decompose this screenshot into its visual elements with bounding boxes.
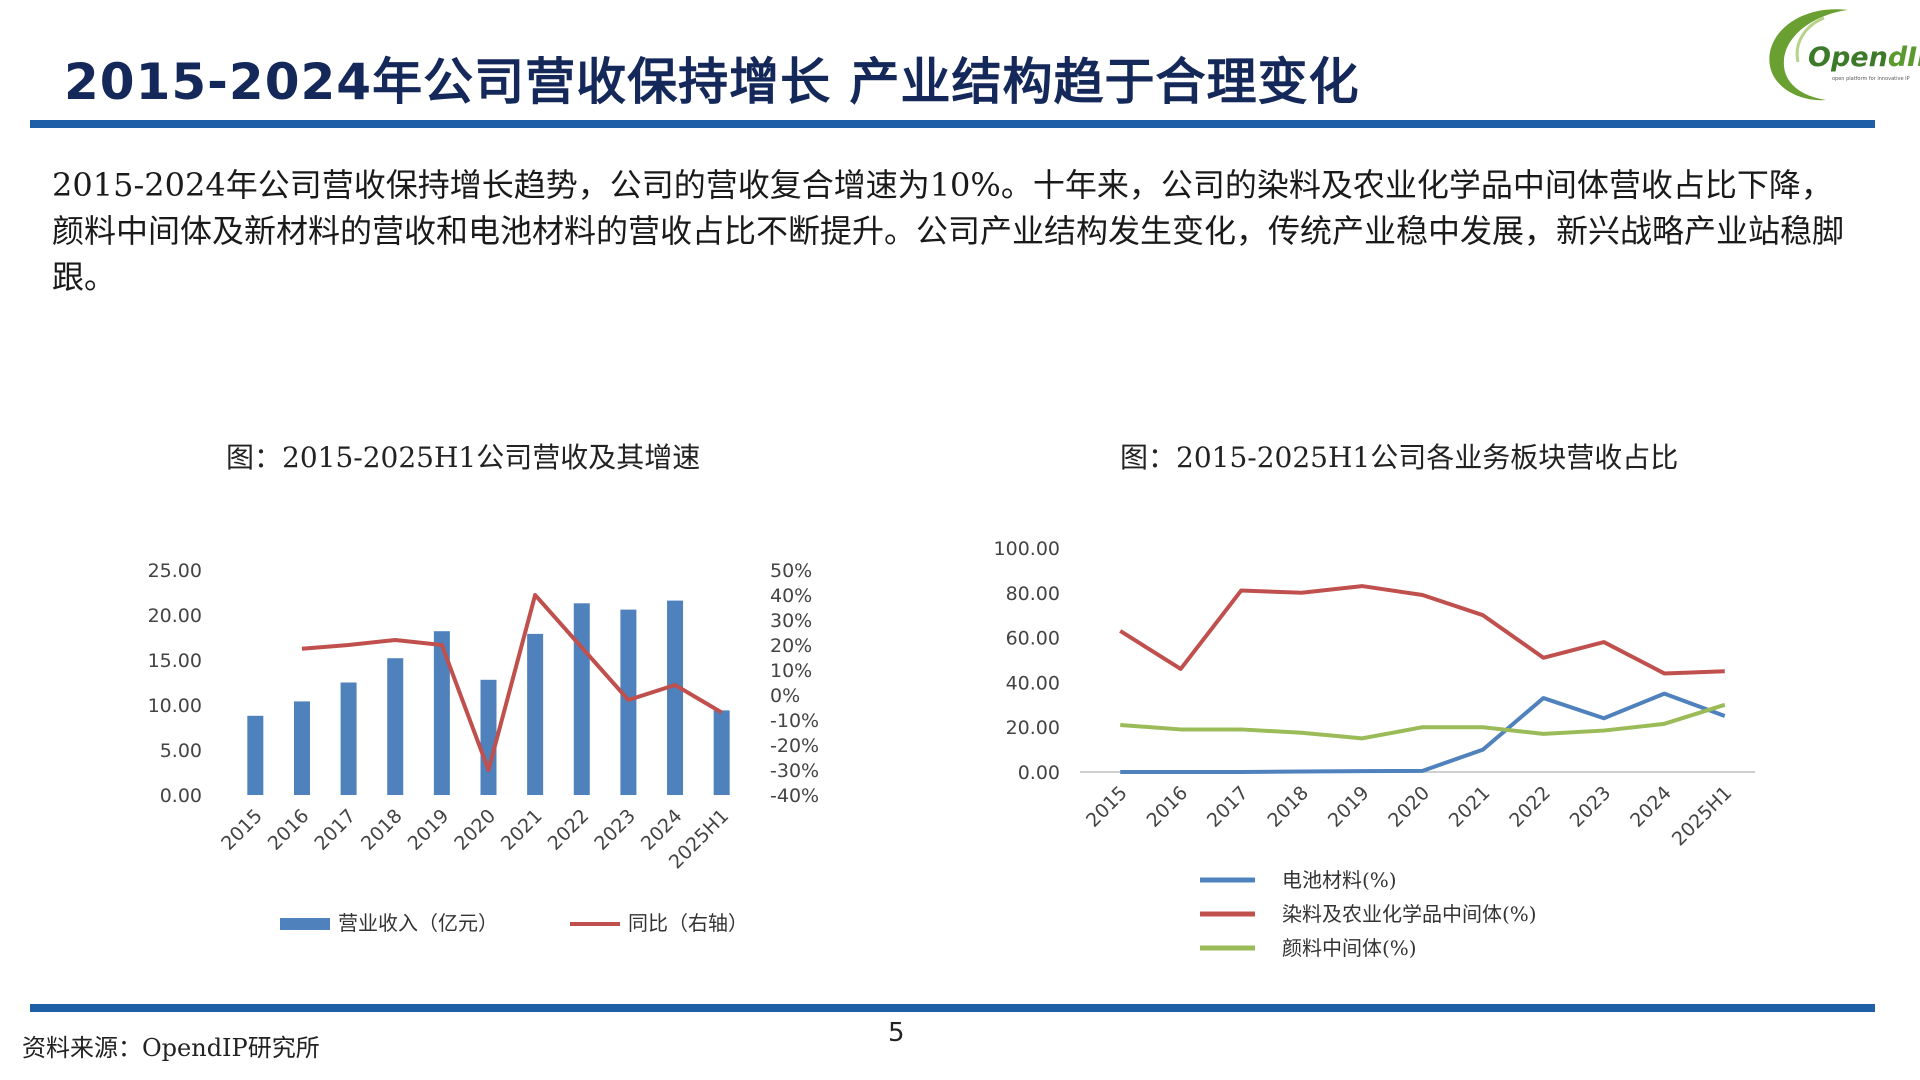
left-axis-tick-label: 10.00 (148, 695, 202, 717)
left-axis-tick-label: 15.00 (148, 650, 202, 672)
left-axis-tick-label: 25.00 (148, 560, 202, 582)
x-axis-tick-label: 2016 (1142, 782, 1192, 832)
x-axis-tick-label: 2017 (1203, 782, 1253, 832)
right-axis-tick-label: -10% (770, 710, 819, 732)
page-title: 2015-2024年公司营收保持增长 产业结构趋于合理变化 (64, 53, 1360, 111)
legend-label-0: 电池材料(%) (1282, 868, 1397, 892)
x-axis-tick-label: 2018 (357, 805, 407, 855)
x-axis-tick-label: 2019 (404, 805, 454, 855)
y-axis-tick-label: 80.00 (1006, 583, 1060, 605)
x-axis-tick-label: 2021 (497, 805, 547, 855)
right-axis-tick-label: 50% (770, 560, 812, 582)
legend-label-2: 颜料中间体(%) (1282, 936, 1417, 960)
right-axis-tick-label: -20% (770, 735, 819, 757)
revenue-bar (340, 682, 357, 795)
right-axis-tick-label: -30% (770, 760, 819, 782)
brand-logo: OpendIP open platform for innovative IP (1760, 4, 1920, 104)
header-rule (30, 120, 1875, 128)
revenue-bar (433, 631, 450, 795)
revenue-bar (293, 701, 310, 795)
revenue-chart: 0.00 5.00 10.00 15.00 20.00 25.00 -40% -30% -20%… (148, 560, 820, 935)
x-axis-tick-label: 2016 (264, 805, 314, 855)
right-axis-tick-label: 40% (770, 585, 812, 607)
legend-label-yoy: 同比（右轴） (628, 911, 748, 935)
x-axis-tick-label: 2017 (310, 805, 360, 855)
logo-swoosh-icon (1769, 9, 1848, 101)
revenue-bar (527, 633, 544, 795)
source-note: 资料来源：OpendIP研究所 (22, 1034, 320, 1062)
y-axis-tick-label: 100.00 (994, 538, 1060, 560)
logo-tagline: open platform for innovative IP (1832, 76, 1910, 82)
x-axis-tick-label: 2025H1 (1668, 782, 1736, 850)
series-line-0 (1120, 691, 1726, 774)
revenue-bar (387, 658, 404, 795)
page-number: 5 (888, 1018, 905, 1048)
revenue-bar (713, 710, 730, 795)
logo-text: OpendIP (1808, 42, 1920, 73)
left-axis-tick-label: 0.00 (160, 785, 202, 807)
right-axis-tick-label: -40% (770, 785, 819, 807)
x-axis-tick-label: 2020 (1384, 782, 1434, 832)
series-line-2 (1120, 702, 1726, 741)
right-axis-tick-label: 30% (770, 610, 812, 632)
y-axis-tick-label: 20.00 (1006, 717, 1060, 739)
x-axis-tick-label: 2015 (1082, 782, 1132, 832)
y-axis-tick-label: 60.00 (1006, 628, 1060, 650)
x-axis-tick-label: 2021 (1445, 782, 1495, 832)
footer-rule (30, 1004, 1875, 1012)
right-axis-tick-label: 20% (770, 635, 812, 657)
left-axis-tick-label: 5.00 (160, 740, 202, 762)
legend-label-revenue: 营业收入（亿元） (338, 911, 498, 935)
right-axis-tick-label: 0% (770, 685, 800, 707)
right-axis-tick-label: 10% (770, 660, 812, 682)
y-axis-tick-label: 40.00 (1006, 672, 1060, 694)
summary-paragraph: 2015-2024年公司营收保持增长趋势，公司的营收复合增速为10%。十年来，公… (52, 166, 1845, 296)
series-line-1 (1119, 584, 1725, 676)
x-axis-tick-label: 2019 (1324, 782, 1374, 832)
x-axis-tick-label: 2018 (1263, 782, 1313, 832)
revenue-bar (247, 715, 264, 795)
x-axis-tick-label: 2015 (217, 805, 267, 855)
revenue-bar (667, 600, 684, 795)
x-axis-tick-label: 2022 (1505, 782, 1555, 832)
left-axis-tick-label: 20.00 (148, 605, 202, 627)
legend-swatch-revenue (280, 918, 330, 930)
revenue-bar (620, 609, 637, 795)
x-axis-tick-label: 2022 (544, 805, 594, 855)
x-axis-tick-label: 2024 (1626, 782, 1676, 832)
yoy-growth-line (301, 593, 723, 772)
x-axis-tick-label: 2023 (1566, 782, 1616, 832)
revenue-bar (480, 679, 497, 795)
y-axis-tick-label: 0.00 (1018, 762, 1060, 784)
revenue-bar (573, 603, 590, 795)
legend-label-1: 染料及农业化学品中间体(%) (1282, 902, 1537, 926)
chart2-title: 图：2015-2025H1公司各业务板块营收占比 (1120, 441, 1679, 474)
chart1-title: 图：2015-2025H1公司营收及其增速 (226, 441, 701, 474)
x-axis-tick-label: 2020 (450, 805, 500, 855)
x-axis-tick-label: 2023 (590, 805, 640, 855)
